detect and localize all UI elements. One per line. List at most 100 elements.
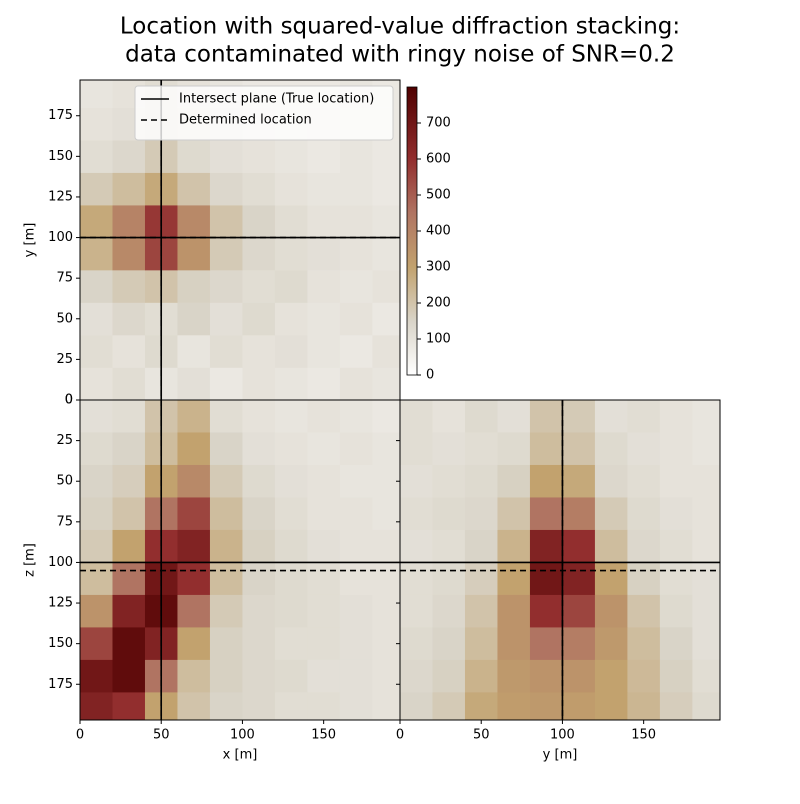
heatmap-cell (209, 562, 243, 596)
heatmap-cell (562, 692, 596, 721)
heatmap-cell (242, 367, 276, 401)
heatmap-cell (209, 432, 243, 466)
heatmap-cell (339, 562, 373, 596)
heatmap-cell (80, 432, 113, 466)
heatmap-cell (209, 400, 243, 433)
heatmap-cell (659, 594, 693, 628)
heatmap-cell (242, 302, 276, 336)
heatmap-cell (562, 627, 596, 661)
heatmap-cell (339, 400, 373, 433)
heatmap-cell (274, 432, 308, 466)
heatmap-cell (692, 497, 721, 531)
heatmap-cell (372, 432, 401, 466)
heatmap-cell (339, 497, 373, 531)
colorbar-tick-label: 500 (426, 188, 451, 203)
heatmap-cell (112, 562, 146, 596)
heatmap-cell (242, 335, 276, 368)
heatmap-cell (372, 627, 401, 661)
heatmap-cell (307, 302, 341, 336)
heatmap-cell (112, 302, 146, 336)
heatmap-cell (112, 205, 146, 238)
heatmap-cell (112, 367, 146, 401)
heatmap-cell (464, 529, 498, 563)
heatmap-cell (562, 400, 596, 433)
heatmap-cell (274, 172, 308, 206)
heatmap-cell (274, 400, 308, 433)
heatmap-cell (242, 400, 276, 433)
heatmap-cell (627, 659, 661, 693)
heatmap-cell (307, 529, 341, 563)
heatmap-cell (464, 692, 498, 721)
heatmap-cell (529, 562, 563, 596)
heatmap-cell (80, 464, 113, 498)
heatmap-cell (432, 432, 466, 466)
heatmap-cell (372, 237, 401, 271)
heatmap-cell (177, 237, 211, 271)
x-tick-label: 150 (631, 728, 656, 743)
heatmap-cell (242, 237, 276, 271)
heatmap-cell (242, 497, 276, 531)
heatmap-cell (274, 659, 308, 693)
heatmap-cell (400, 400, 433, 433)
heatmap-cell (112, 140, 146, 173)
heatmap-cell (659, 529, 693, 563)
heatmap-cell (432, 594, 466, 628)
colorbar-tick-label: 400 (426, 224, 451, 239)
colorbar-tick-label: 300 (426, 260, 451, 275)
heatmap-cell (432, 692, 466, 721)
heatmap-cell (562, 562, 596, 596)
heatmap-cell (307, 172, 341, 206)
heatmap-cell (80, 237, 113, 271)
heatmap-cell (497, 497, 531, 531)
heatmap-cell (659, 562, 693, 596)
x-tick-label: 0 (76, 728, 84, 743)
heatmap-cell (529, 464, 563, 498)
x-tick-label: 100 (550, 728, 575, 743)
heatmap-cell (242, 562, 276, 596)
heatmap-cell (432, 562, 466, 596)
heatmap-cell (80, 692, 113, 721)
heatmap-cell (372, 302, 401, 336)
heatmap-cell (307, 367, 341, 401)
heatmap-cell (497, 692, 531, 721)
heatmap-cell (562, 594, 596, 628)
heatmap-cell (659, 692, 693, 721)
heatmap-cell (497, 529, 531, 563)
heatmap-cell (594, 497, 628, 531)
heatmap-cell (339, 140, 373, 173)
heatmap-cell (400, 432, 433, 466)
heatmap-cell (177, 562, 211, 596)
x-tick-label: 50 (473, 728, 490, 743)
colorbar (406, 86, 418, 376)
y-axis-label: z [m] (23, 543, 38, 577)
heatmap-cell (339, 172, 373, 206)
heatmap-cell (339, 529, 373, 563)
heatmap-cell (692, 594, 721, 628)
x-tick-label: 100 (230, 728, 255, 743)
heatmap-cell (339, 659, 373, 693)
legend-box (134, 85, 394, 141)
heatmap-cell (594, 562, 628, 596)
x-axis-label: y [m] (543, 748, 578, 763)
heatmap-cell (339, 464, 373, 498)
y-tick-label: 175 (48, 677, 73, 692)
heatmap-cell (209, 594, 243, 628)
title-line: Location with squared-value diffraction … (120, 14, 680, 40)
y-tick-label: 125 (48, 189, 73, 204)
heatmap-cell (80, 80, 113, 108)
heatmap-cell (112, 529, 146, 563)
heatmap-cell (274, 692, 308, 721)
heatmap-cell (692, 464, 721, 498)
heatmap-cell (209, 302, 243, 336)
heatmap-cell (627, 464, 661, 498)
heatmap-cell (432, 464, 466, 498)
heatmap-cell (372, 464, 401, 498)
heatmap-cell (307, 205, 341, 238)
heatmap-cell (497, 400, 531, 433)
heatmap-cell (307, 594, 341, 628)
heatmap-cell (594, 627, 628, 661)
heatmap-cell (177, 692, 211, 721)
heatmap-cell (372, 497, 401, 531)
heatmap-cell (209, 529, 243, 563)
heatmap-cell (209, 627, 243, 661)
